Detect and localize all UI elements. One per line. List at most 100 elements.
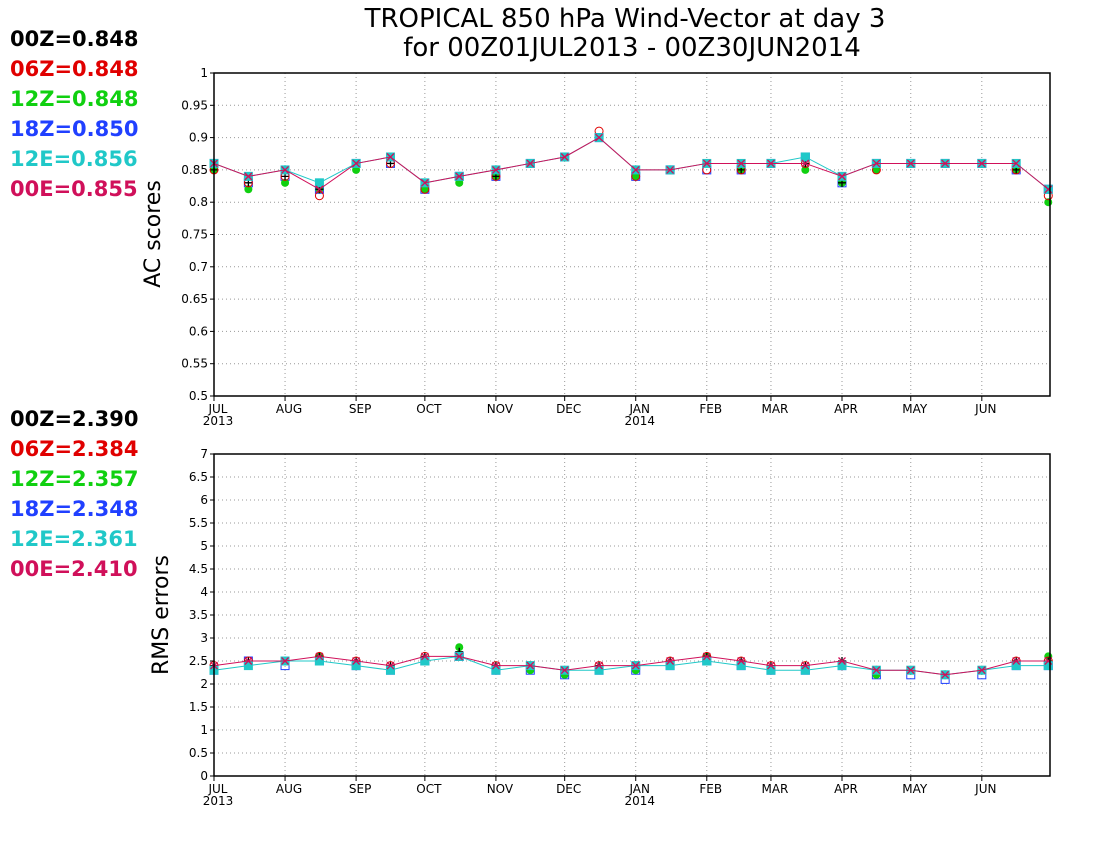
- y-tick-label: 3: [200, 631, 208, 645]
- plot-frame: [213, 453, 1051, 777]
- series-line-00e: [213, 136, 1049, 190]
- data-point-12e: [1011, 661, 1021, 671]
- x-tick-label: JAN: [628, 782, 650, 796]
- data-point-00e: [906, 159, 915, 168]
- y-tick-label: 0.5: [189, 389, 208, 403]
- stat-06z: 06Z=0.848: [10, 57, 138, 81]
- x-tick-label: JUL: [207, 402, 227, 416]
- data-point-00e: [491, 661, 500, 670]
- data-point-00e: [281, 657, 290, 665]
- data-point-12e: [1043, 661, 1053, 671]
- data-point-12e: [491, 665, 501, 675]
- y-tick-label: 0.9: [189, 131, 208, 145]
- data-point-00e: [1012, 657, 1021, 665]
- data-point-00e: [702, 159, 711, 168]
- data-point-12z: [455, 643, 464, 652]
- data-point-12e: [351, 661, 361, 671]
- x-tick-label: MAY: [902, 402, 928, 416]
- data-point-12z: [244, 185, 253, 194]
- data-point-00e: [595, 133, 604, 142]
- y-tick-label: 0.95: [181, 98, 208, 112]
- series-line-00e: [213, 655, 1049, 676]
- y-tick-label: 0: [200, 769, 208, 783]
- x-tick-label: MAY: [902, 782, 928, 796]
- data-point-00e: [666, 165, 675, 174]
- y-tick-label: 6: [200, 493, 208, 507]
- x-year-label: 2014: [624, 414, 655, 428]
- x-tick-label: MAR: [761, 782, 788, 796]
- data-point-00e: [560, 666, 569, 675]
- data-point-00e: [838, 172, 846, 181]
- data-point-00e: [491, 165, 500, 174]
- y-tick-label: 2: [200, 677, 208, 691]
- y-tick-label: 4: [200, 585, 208, 599]
- series-12z: [210, 133, 1053, 207]
- y-axis-label: AC scores: [141, 180, 166, 288]
- data-point-00e: [666, 657, 675, 665]
- data-point-00e: [281, 165, 290, 174]
- x-tick-label: JUN: [974, 402, 996, 416]
- data-point-00e: [977, 666, 986, 675]
- y-tick-label: 0.55: [181, 357, 208, 371]
- y-tick-label: 3.5: [189, 608, 208, 622]
- y-tick-label: 4.5: [189, 562, 208, 576]
- data-point-00e: [631, 165, 640, 174]
- y-tick-label: 0.7: [189, 260, 208, 274]
- x-year-label: 2014: [624, 794, 655, 808]
- stat-12z: 12Z=0.848: [10, 87, 138, 111]
- data-point-12e: [385, 665, 395, 675]
- x-tick-label: OCT: [416, 402, 442, 416]
- series-00e: [210, 133, 1053, 194]
- data-point-06z: [314, 191, 324, 201]
- data-point-12e: [243, 661, 253, 671]
- y-axis-label: RMS errors: [149, 555, 174, 675]
- data-point-00e: [941, 670, 950, 679]
- data-point-12z: [281, 178, 290, 187]
- data-point-00e: [352, 657, 361, 665]
- rms-stats-legend: 00Z=2.390 06Z=2.384 12Z=2.357 18Z=2.348 12E=…: [10, 407, 138, 581]
- x-tick-label: SEP: [349, 782, 371, 796]
- data-point-12e: [736, 661, 746, 671]
- data-point-00e: [1012, 159, 1021, 168]
- y-tick-label: 7: [200, 447, 208, 461]
- stat-00e: 00E=0.855: [10, 177, 138, 201]
- y-tick-label: 0.75: [181, 228, 208, 242]
- data-point-00e: [244, 172, 253, 181]
- y-tick-label: 1: [200, 723, 208, 737]
- data-point-00e: [737, 657, 746, 665]
- rms-errors-panel: 0 0.5 1 1.5 2 2.5 3 3.5 4 4.5 5 5.5 6 6.5 7 JUL AUG SEP OC…: [149, 447, 1053, 808]
- x-tick-label: NOV: [487, 782, 514, 796]
- data-point-00e: [872, 159, 881, 168]
- stat-12e: 12E=2.361: [10, 527, 138, 551]
- y-tick-label: 6.5: [189, 470, 208, 484]
- x-tick-label: JAN: [628, 402, 650, 416]
- ac-scores-panel: 0.5 0.55 0.6 0.65 0.7 0.75 0.8 0.85 0.9 0.95 1 JUL A…: [141, 66, 1053, 428]
- data-point-12e: [594, 665, 604, 675]
- stat-12e: 12E=0.856: [10, 147, 138, 171]
- data-point-12e: [702, 656, 712, 666]
- chart-title-line2: for 00Z01JUL2013 - 00Z30JUN2014: [403, 33, 861, 63]
- x-year-label: 2013: [203, 794, 234, 808]
- series-00e: [210, 652, 1053, 679]
- x-tick-label: DEC: [556, 402, 581, 416]
- stat-06z: 06Z=2.384: [10, 437, 138, 461]
- x-tick-label: NOV: [487, 402, 514, 416]
- data-point-12e: [314, 656, 324, 666]
- data-point-00e: [631, 661, 640, 670]
- y-tick-label: 0.65: [181, 292, 208, 306]
- x-tick-label: APR: [834, 782, 858, 796]
- data-point-00e: [838, 657, 846, 665]
- x-tick-label: FEB: [699, 402, 722, 416]
- y-tick-label: 2.5: [189, 654, 208, 668]
- data-point-00e: [595, 661, 604, 670]
- y-tick-label: 0.5: [189, 746, 208, 760]
- y-tick-label: 1: [200, 66, 208, 80]
- data-point-00e: [352, 159, 361, 168]
- data-point-12e: [420, 656, 430, 666]
- plot-frame: [213, 72, 1051, 397]
- data-point-00e: [455, 172, 464, 181]
- stat-12z: 12Z=2.357: [10, 467, 138, 491]
- data-point-12e: [766, 665, 776, 675]
- data-point-00e: [766, 159, 775, 168]
- data-point-12e: [837, 661, 847, 671]
